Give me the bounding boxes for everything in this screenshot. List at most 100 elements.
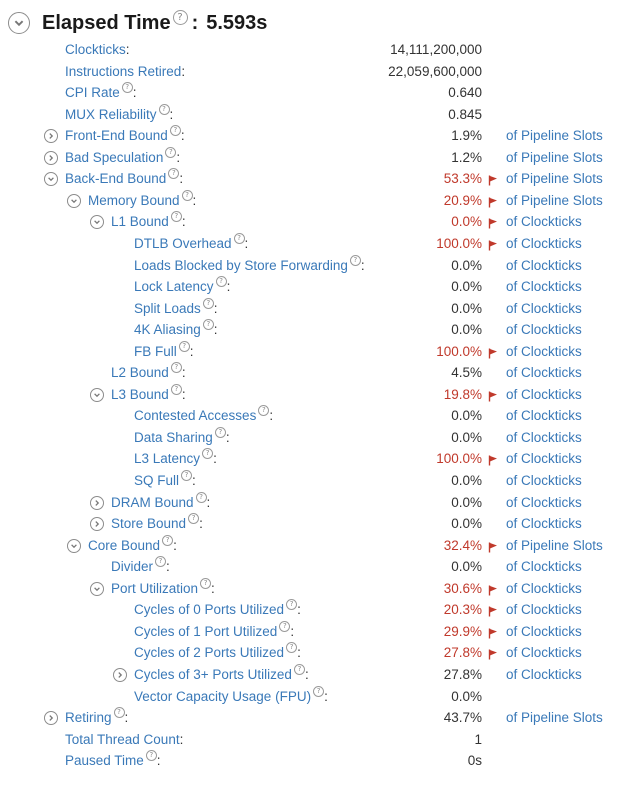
metric-label[interactable]: Cycles of 3+ Ports Utilized [134,667,292,682]
metric-row-core-bound[interactable]: Core Bound?: 32.4% of Pipeline Slots [0,536,627,557]
metric-row-l1-bound[interactable]: L1 Bound?: 0.0% of Clockticks [0,212,627,233]
chevron-right-icon[interactable] [90,517,104,531]
help-icon[interactable]: ? [215,427,226,438]
metric-label-group[interactable]: Front-End Bound?: [65,128,185,143]
help-icon[interactable]: ? [122,82,133,93]
metric-label-group[interactable]: Instructions Retired: [65,64,185,79]
chevron-down-icon[interactable] [90,388,104,402]
help-icon[interactable]: ? [279,621,290,632]
metric-label[interactable]: DRAM Bound [111,495,194,510]
metric-label[interactable]: CPI Rate [65,85,120,100]
metric-unit-link[interactable]: of Clockticks [506,322,582,337]
metric-label[interactable]: Front-End Bound [65,128,168,143]
metric-label-group[interactable]: Cycles of 3+ Ports Utilized?: [134,667,309,682]
metric-unit-link[interactable]: of Pipeline Slots [506,128,603,143]
metric-label[interactable]: Divider [111,559,153,574]
metric-label-group[interactable]: Back-End Bound?: [65,171,183,186]
metric-label-group[interactable]: L2 Bound?: [111,365,186,380]
help-icon[interactable]: ? [146,750,157,761]
metric-label[interactable]: Vector Capacity Usage (FPU) [134,689,311,704]
metric-label[interactable]: FB Full [134,344,177,359]
chevron-down-icon[interactable] [44,172,58,186]
metric-unit-link[interactable]: of Clockticks [506,430,582,445]
chevron-right-icon[interactable] [90,496,104,510]
metric-label[interactable]: DTLB Overhead [134,236,232,251]
metric-row-bad-speculation[interactable]: Bad Speculation?: 1.2% of Pipeline Slots [0,148,627,169]
help-icon[interactable]: ? [171,362,182,373]
help-icon[interactable]: ? [203,298,214,309]
metric-unit-link[interactable]: of Pipeline Slots [506,171,603,186]
metric-label[interactable]: L3 Bound [111,387,169,402]
metric-label-group[interactable]: L3 Bound?: [111,387,186,402]
metric-label-group[interactable]: Bad Speculation?: [65,150,180,165]
metric-label[interactable]: Instructions Retired [65,64,181,79]
metric-label[interactable]: L1 Bound [111,214,169,229]
metric-label-group[interactable]: Split Loads?: [134,301,218,316]
metric-unit-link[interactable]: of Clockticks [506,279,582,294]
metric-label-group[interactable]: Cycles of 0 Ports Utilized?: [134,602,301,617]
metric-label[interactable]: Clockticks [65,42,126,57]
metric-label[interactable]: Back-End Bound [65,171,166,186]
help-icon[interactable]: ? [114,707,125,718]
metric-label[interactable]: Cycles of 0 Ports Utilized [134,602,284,617]
metric-unit-link[interactable]: of Clockticks [506,602,582,617]
metric-unit-link[interactable]: of Clockticks [506,473,582,488]
help-icon[interactable]: ? [155,556,166,567]
metric-row-back-end-bound[interactable]: Back-End Bound?: 53.3% of Pipeline Slots [0,169,627,190]
metric-label-group[interactable]: MUX Reliability?: [65,107,173,122]
metric-row-front-end-bound[interactable]: Front-End Bound?: 1.9% of Pipeline Slots [0,126,627,147]
metric-label-group[interactable]: Port Utilization?: [111,581,215,596]
metric-unit-link[interactable]: of Clockticks [506,667,582,682]
chevron-down-icon[interactable] [67,539,81,553]
help-icon[interactable]: ? [200,578,211,589]
metric-unit-link[interactable]: of Clockticks [506,495,582,510]
metric-label-group[interactable]: Vector Capacity Usage (FPU)?: [134,689,328,704]
help-icon[interactable]: ? [286,599,297,610]
help-icon[interactable]: ? [216,276,227,287]
help-icon[interactable]: ? [181,470,192,481]
metric-unit-link[interactable]: of Clockticks [506,236,582,251]
metric-label[interactable]: Store Bound [111,516,186,531]
metric-label-group[interactable]: Store Bound?: [111,516,203,531]
help-icon[interactable]: ? [188,513,199,524]
help-icon[interactable]: ? [234,233,245,244]
help-icon[interactable]: ? [171,211,182,222]
help-icon[interactable]: ? [170,125,181,136]
metric-label[interactable]: Data Sharing [134,430,213,445]
metric-label-group[interactable]: Retiring?: [65,710,128,725]
help-icon[interactable]: ? [162,535,173,546]
metric-label-group[interactable]: DRAM Bound?: [111,495,210,510]
help-icon[interactable]: ? [286,642,297,653]
help-icon[interactable]: ? [168,168,179,179]
metric-label[interactable]: Cycles of 1 Port Utilized [134,624,277,639]
metric-label[interactable]: Split Loads [134,301,201,316]
metric-label-group[interactable]: Clockticks: [65,42,130,57]
metric-label-group[interactable]: L3 Latency?: [134,451,217,466]
metric-label[interactable]: SQ Full [134,473,179,488]
metric-unit-link[interactable]: of Clockticks [506,451,582,466]
metric-unit-link[interactable]: of Clockticks [506,214,582,229]
help-icon[interactable]: ? [173,10,188,25]
help-icon[interactable]: ? [159,104,170,115]
metric-row-l3-bound[interactable]: L3 Bound?: 19.8% of Clockticks [0,385,627,406]
metric-label-group[interactable]: Total Thread Count: [65,732,183,747]
metric-unit-link[interactable]: of Pipeline Slots [506,538,603,553]
metric-label[interactable]: Total Thread Count [65,732,180,747]
metric-label-group[interactable]: Core Bound?: [88,538,177,553]
metric-row-retiring[interactable]: Retiring?: 43.7% of Pipeline Slots [0,708,627,729]
help-icon[interactable]: ? [203,319,214,330]
metric-row-store-bound[interactable]: Store Bound?: 0.0% of Clockticks [0,514,627,535]
metric-unit-link[interactable]: of Clockticks [506,559,582,574]
metric-label-group[interactable]: Cycles of 1 Port Utilized?: [134,624,294,639]
chevron-right-icon[interactable] [44,151,58,165]
metric-label[interactable]: Paused Time [65,753,144,768]
help-icon[interactable]: ? [196,492,207,503]
chevron-right-icon[interactable] [44,711,58,725]
metric-label[interactable]: Core Bound [88,538,160,553]
metric-label[interactable]: MUX Reliability [65,107,157,122]
metric-label-group[interactable]: SQ Full?: [134,473,196,488]
metric-label[interactable]: 4K Aliasing [134,322,201,337]
metric-row-cycles-of-3-ports-utilized[interactable]: Cycles of 3+ Ports Utilized?: 27.8% of Clo… [0,665,627,686]
metric-label-group[interactable]: Divider?: [111,559,170,574]
metric-row-port-utilization[interactable]: Port Utilization?: 30.6% of Clockticks [0,579,627,600]
